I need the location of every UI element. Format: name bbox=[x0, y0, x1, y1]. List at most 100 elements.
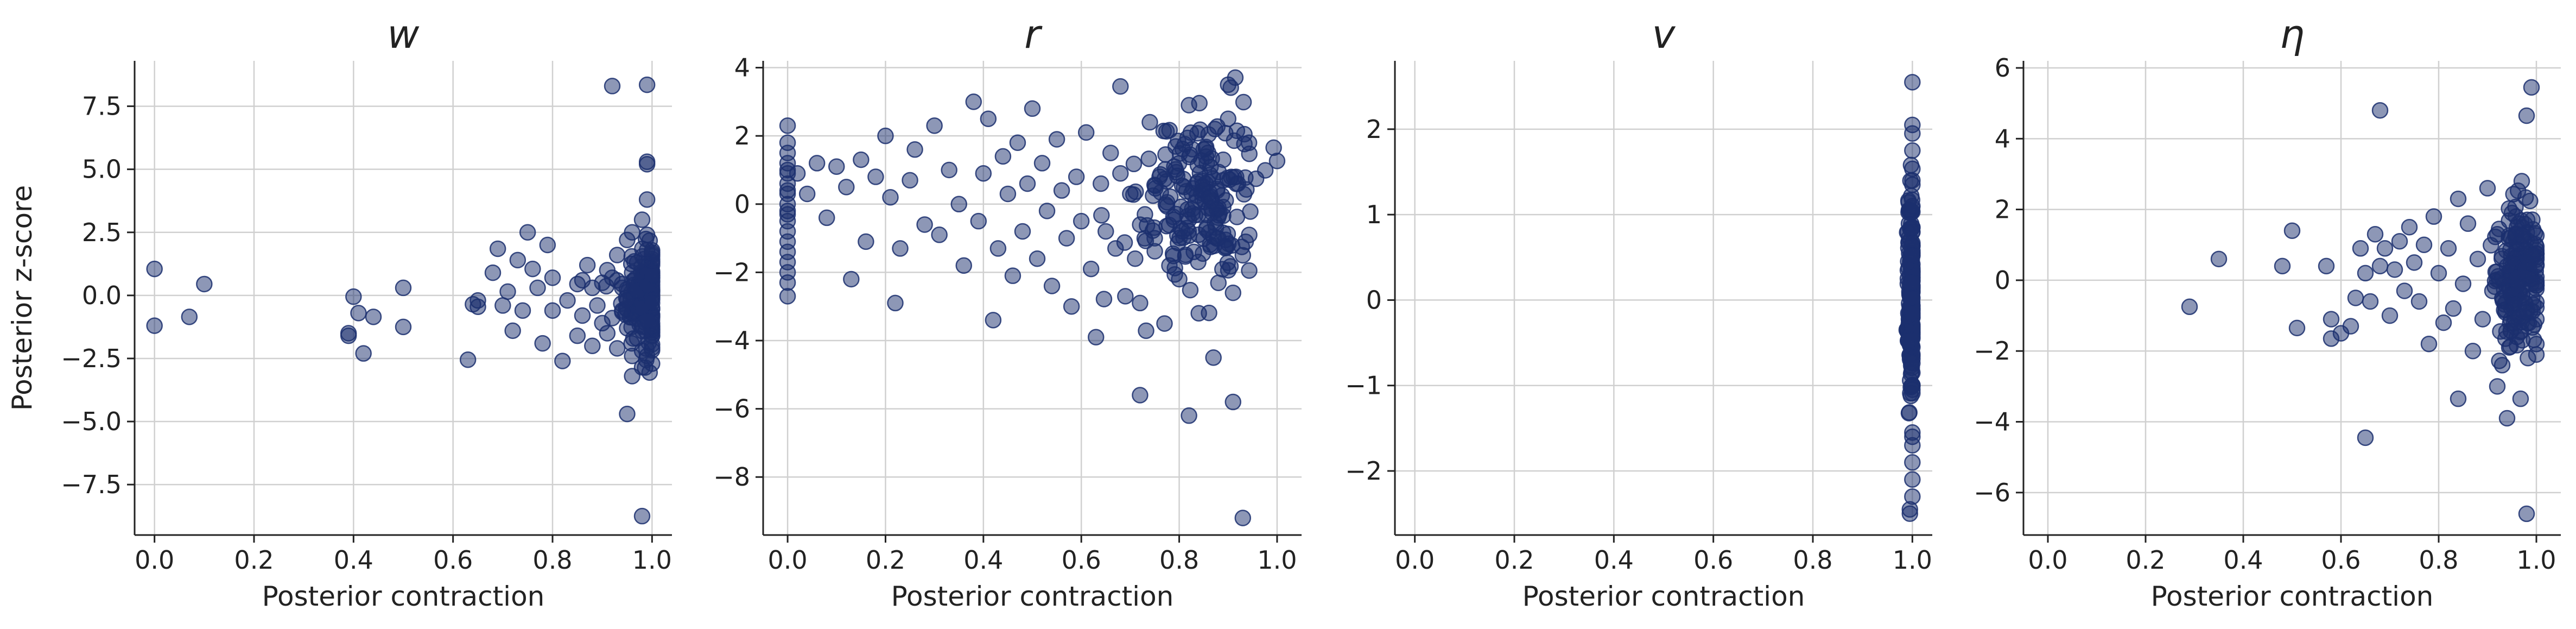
x-axis-label: Posterior contraction bbox=[262, 581, 545, 612]
scatter-point bbox=[1082, 260, 1100, 278]
y-tick-label: −4 bbox=[713, 326, 750, 355]
y-tick-label: 4 bbox=[1995, 124, 2010, 153]
scatter-point bbox=[1093, 207, 1110, 224]
scatter-point bbox=[365, 309, 382, 325]
scatter-point bbox=[499, 283, 516, 300]
scatter-point bbox=[633, 507, 651, 525]
x-tick-label: 0.0 bbox=[1395, 545, 1435, 575]
y-tick-label: −8 bbox=[713, 462, 750, 492]
x-tick-label: 0.8 bbox=[1159, 545, 1199, 575]
scatter-point bbox=[489, 240, 506, 257]
scatter-point bbox=[395, 318, 412, 336]
scatter-point bbox=[779, 274, 796, 291]
scatter-point bbox=[2357, 429, 2374, 446]
scatter-point bbox=[892, 240, 909, 257]
scatter-point bbox=[906, 141, 923, 158]
x-tick-label: 0.2 bbox=[866, 545, 905, 575]
x-tick-label: 0.2 bbox=[1494, 545, 1534, 575]
scatter-point bbox=[2425, 208, 2442, 225]
scatter-point bbox=[1904, 219, 1921, 236]
scatter-point bbox=[2512, 390, 2529, 407]
scatter-point bbox=[196, 275, 213, 293]
y-tick-label: 5.0 bbox=[82, 155, 122, 184]
scatter-point bbox=[554, 353, 571, 369]
scatter-point bbox=[1058, 230, 1075, 247]
scatter-point bbox=[2420, 335, 2438, 353]
scatter-point bbox=[638, 242, 656, 259]
y-tick-label: −2 bbox=[1345, 456, 1382, 486]
scatter-point bbox=[1899, 332, 1917, 349]
scatter-point bbox=[340, 327, 357, 344]
x-tick-label: 1.0 bbox=[632, 545, 672, 575]
scatter-point bbox=[638, 312, 656, 329]
scatter-point bbox=[2469, 250, 2486, 268]
scatter-point bbox=[2450, 390, 2467, 407]
y-tick-label: 1 bbox=[1366, 200, 1382, 229]
scatter-point bbox=[1158, 194, 1176, 211]
scatter-point bbox=[1904, 198, 1921, 215]
scatter-point bbox=[887, 294, 904, 312]
scatter-point bbox=[2459, 215, 2477, 232]
panel-3: 0.0 0.2 0.4 0.6 0.8 1.0 −6 −4 −2 0 2 4 6 η Posterior c… bbox=[1974, 11, 2561, 612]
scatter-point bbox=[970, 212, 987, 230]
x-tick-label: 0.0 bbox=[768, 545, 808, 575]
scatter-point bbox=[902, 172, 918, 189]
scatter-point bbox=[2410, 293, 2428, 310]
scatter-point bbox=[1220, 262, 1237, 279]
scatter-point bbox=[2435, 314, 2452, 331]
scatter-point bbox=[2498, 410, 2516, 427]
scatter-point bbox=[2513, 173, 2530, 190]
scatter-points bbox=[2181, 79, 2545, 523]
scatter-point bbox=[1137, 206, 1153, 223]
scatter-point bbox=[2371, 257, 2389, 275]
scatter-point bbox=[608, 340, 626, 357]
scatter-point bbox=[638, 191, 656, 208]
x-axis-label: Posterior contraction bbox=[1522, 581, 1805, 612]
scatter-point bbox=[950, 196, 967, 213]
scatter-point bbox=[2347, 290, 2364, 306]
scatter-point bbox=[858, 233, 874, 250]
scatter-point bbox=[779, 203, 796, 219]
scatter-point bbox=[2352, 240, 2369, 257]
scatter-point bbox=[529, 279, 546, 297]
scatter-point bbox=[469, 292, 486, 309]
scatter-point bbox=[1122, 185, 1139, 203]
scatter-point bbox=[181, 309, 198, 325]
scatter-point bbox=[1257, 162, 1274, 179]
scatter-point bbox=[1073, 212, 1090, 230]
scatter-point bbox=[2474, 311, 2491, 328]
scatter-point bbox=[838, 179, 855, 196]
scatter-point bbox=[1235, 93, 1252, 111]
scatter-point bbox=[539, 236, 556, 254]
scatter-point bbox=[1220, 76, 1236, 93]
scatter-point bbox=[604, 78, 621, 95]
scatter-point bbox=[798, 185, 816, 203]
scatter-point bbox=[1210, 230, 1227, 247]
scatter-point bbox=[589, 297, 606, 314]
scatter-point bbox=[2415, 236, 2433, 254]
scatter-point bbox=[1014, 223, 1031, 240]
scatter-point bbox=[1195, 141, 1212, 158]
scatter-point bbox=[2406, 254, 2423, 271]
scatter-point bbox=[2518, 107, 2535, 124]
scatter-point bbox=[1140, 150, 1157, 167]
scatter-point bbox=[818, 209, 835, 227]
scatter-point bbox=[1160, 217, 1178, 234]
x-tick-label: 0.6 bbox=[1693, 545, 1733, 575]
scatter-point bbox=[1102, 144, 1119, 161]
scatter-point bbox=[2503, 204, 2521, 222]
scatter-point bbox=[1176, 179, 1192, 196]
scatter-point bbox=[1024, 100, 1041, 117]
scatter-point bbox=[146, 260, 163, 278]
scatter-point bbox=[2514, 227, 2531, 244]
scatter-points bbox=[1898, 74, 1921, 522]
x-tick-label: 0.4 bbox=[334, 545, 373, 575]
scatter-point bbox=[2445, 300, 2462, 317]
scatter-point bbox=[494, 297, 511, 314]
scatter-point bbox=[2518, 304, 2535, 320]
scatter-point bbox=[2318, 257, 2335, 275]
scatter-point bbox=[1268, 153, 1286, 169]
scatter-point bbox=[604, 269, 621, 286]
x-tick-label: 1.0 bbox=[1257, 545, 1297, 575]
scatter-point bbox=[1048, 131, 1065, 148]
